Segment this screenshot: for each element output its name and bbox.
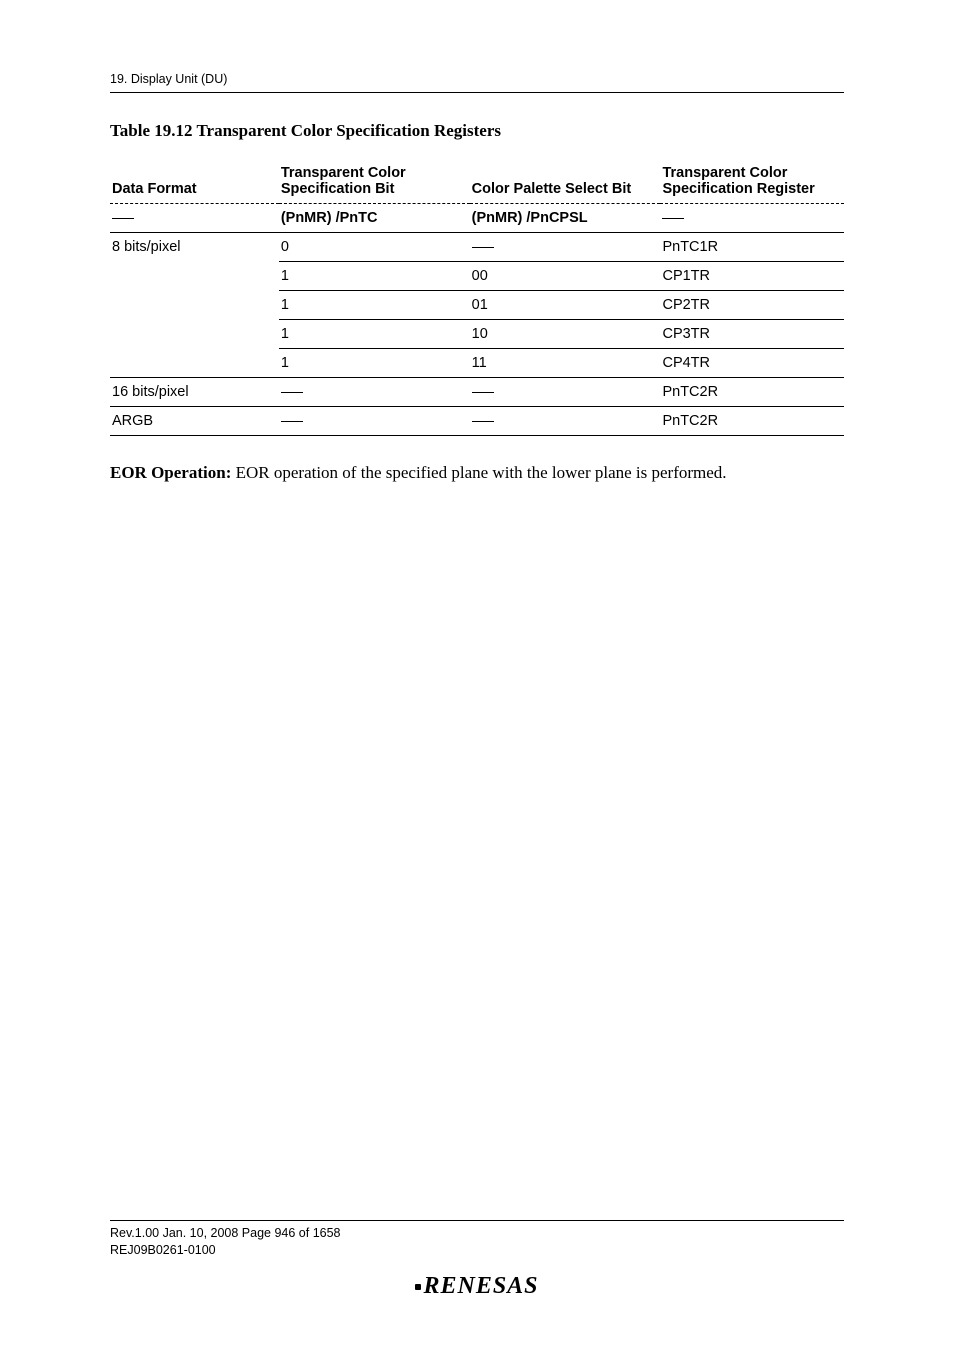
th-pnmr-pncpsl: (PnMR) /PnCPSL: [470, 204, 661, 233]
cell: CP2TR: [660, 291, 844, 320]
dash-icon: [472, 421, 494, 422]
th-pnmr-pntc: (PnMR) /PnTC: [279, 204, 470, 233]
eor-lead: EOR Operation:: [110, 463, 231, 482]
cell: 0: [279, 233, 470, 262]
cell: 01: [470, 291, 661, 320]
cell: [110, 262, 279, 291]
cell: 1: [279, 262, 470, 291]
th-spec-bit: Transparent Color Specification Bit: [279, 159, 470, 204]
dash-icon: [662, 218, 684, 219]
cell: 16 bits/pixel: [110, 378, 279, 407]
cell: CP4TR: [660, 349, 844, 378]
dash-icon: [472, 247, 494, 248]
cell: 1: [279, 291, 470, 320]
cell: PnTC2R: [660, 407, 844, 436]
footer-line1: Rev.1.00 Jan. 10, 2008 Page 946 of 1658: [110, 1225, 341, 1242]
th-data-format: Data Format: [110, 159, 279, 204]
table-row: 16 bits/pixel PnTC2R: [110, 378, 844, 407]
cell: [470, 233, 661, 262]
th-palette-bit: Color Palette Select Bit: [470, 159, 661, 204]
footer-rule: [110, 1220, 844, 1221]
cell: PnTC1R: [660, 233, 844, 262]
table-row: 8 bits/pixel 0 PnTC1R: [110, 233, 844, 262]
table-row: 1 00 CP1TR: [110, 262, 844, 291]
dash-icon: [112, 218, 134, 219]
logo-dot-icon: [415, 1284, 421, 1290]
footer-text: Rev.1.00 Jan. 10, 2008 Page 946 of 1658 …: [110, 1225, 341, 1259]
spec-table: Data Format Transparent Color Specificat…: [110, 159, 844, 436]
cell: 10: [470, 320, 661, 349]
table-row: 1 01 CP2TR: [110, 291, 844, 320]
footer-line2: REJ09B0261-0100: [110, 1242, 341, 1259]
eor-paragraph: EOR Operation: EOR operation of the spec…: [110, 462, 844, 485]
cell: [279, 407, 470, 436]
cell: CP3TR: [660, 320, 844, 349]
cell: [470, 407, 661, 436]
dash-icon: [472, 392, 494, 393]
running-header: 19. Display Unit (DU): [110, 72, 844, 93]
logo-text: RENESAS: [423, 1273, 538, 1299]
table-subheader-row: (PnMR) /PnTC (PnMR) /PnCPSL: [110, 204, 844, 233]
cell: ARGB: [110, 407, 279, 436]
dash-icon: [281, 421, 303, 422]
dash-icon: [281, 392, 303, 393]
th-blank: [110, 204, 279, 233]
cell: 11: [470, 349, 661, 378]
cell: 1: [279, 320, 470, 349]
th-spec-reg: Transparent Color Specification Register: [660, 159, 844, 204]
table-caption: Table 19.12 Transparent Color Specificat…: [110, 121, 844, 141]
cell: CP1TR: [660, 262, 844, 291]
th-blank: [660, 204, 844, 233]
eor-rest: EOR operation of the specified plane wit…: [231, 463, 726, 482]
page-footer: Rev.1.00 Jan. 10, 2008 Page 946 of 1658 …: [110, 1220, 844, 1300]
table-row: ARGB PnTC2R: [110, 407, 844, 436]
cell: [279, 378, 470, 407]
cell: [110, 320, 279, 349]
table-row: 1 10 CP3TR: [110, 320, 844, 349]
cell: PnTC2R: [660, 378, 844, 407]
cell: 00: [470, 262, 661, 291]
cell: [110, 291, 279, 320]
table-header-row: Data Format Transparent Color Specificat…: [110, 159, 844, 204]
cell: [470, 378, 661, 407]
cell: 8 bits/pixel: [110, 233, 279, 262]
cell: 1: [279, 349, 470, 378]
table-row: 1 11 CP4TR: [110, 349, 844, 378]
renesas-logo: RENESAS: [110, 1273, 844, 1300]
cell: [110, 349, 279, 378]
